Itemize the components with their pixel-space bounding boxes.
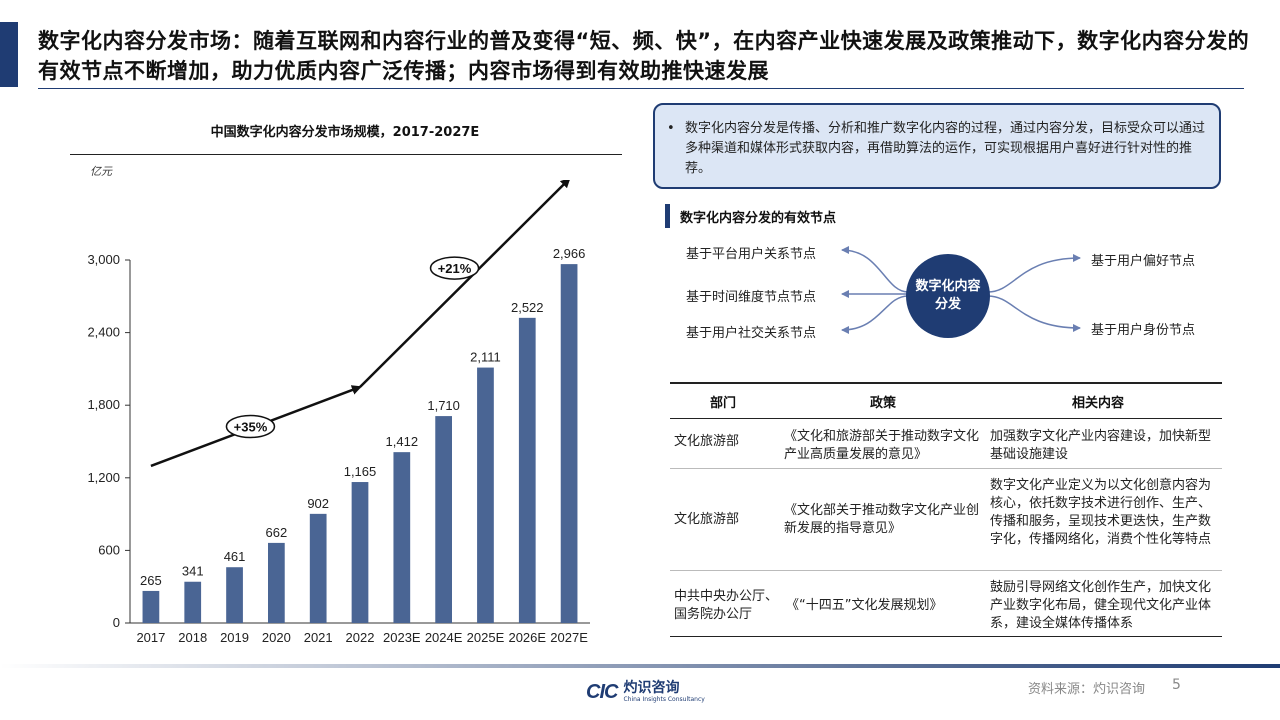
x-tick-label-2021: 2021 [304,630,333,645]
table-row-divider [670,468,1222,469]
logo-subtitle: China Insights Consultancy [623,696,705,703]
data-label-2022: 1,165 [344,464,377,479]
table-row-2-dept: 文化旅游部 [674,512,740,527]
page-number: 5 [1172,677,1181,693]
table-top-rule [670,382,1222,384]
title-accent-bar [0,22,18,87]
x-tick-label-2020: 2020 [262,630,291,645]
definition-text: 数字化内容分发是传播、分析和推广数字化内容的过程，通过内容分发，目标受众可以通过… [685,121,1206,176]
section-accent-bar [665,204,670,228]
data-label-2017: 265 [140,573,162,588]
center-node-label: 数字化内容分发 [915,279,981,312]
y-tick-label: 1,200 [87,470,120,485]
y-tick-label: 0 [113,615,120,630]
definition-box: 数字化内容分发是传播、分析和推广数字化内容的过程，通过内容分发，目标受众可以通过… [653,103,1221,189]
footer-band [0,664,1280,668]
bar-2018 [184,581,202,623]
table-row-3-policy: 《“十四五”文化发展规划》 [786,598,943,613]
x-tick-label-2024E: 2024E [425,630,463,645]
node-user-identity: 基于用户身份节点 [1091,323,1196,338]
node-platform-relation: 基于平台用户关系节点 [686,247,817,262]
center-node-circle: 数字化内容分发 [906,254,990,338]
y-tick-label: 2,400 [87,325,120,340]
cagr-badge-2 [429,256,480,280]
bar-2026E [518,317,536,623]
chart-title-divider [70,154,622,155]
bar-2027E [560,264,578,623]
node-time-dimension: 基于时间维度节点节点 [686,290,817,305]
source-note: 资料来源：灼识咨询 [1028,682,1146,697]
bar-2020 [268,542,285,623]
bar-2024E [435,416,452,623]
logo-name: 灼识咨询 [623,680,680,696]
node-user-preference: 基于用户偏好节点 [1091,254,1196,269]
y-axis-unit: 亿元 [90,165,112,178]
table-header-rule [670,418,1222,419]
node-social-relation: 基于用户社交关系节点 [686,326,817,341]
bar-2017 [142,590,160,623]
x-tick-label-2027E: 2027E [550,630,588,645]
y-tick-label: 1,800 [87,397,120,412]
y-tick-label: 3,000 [87,252,120,267]
table-row-2-policy: 《文化部关于推动数字文化产业创新发展的指导意见》 [784,503,980,536]
arrow-left-3 [841,295,909,334]
cagr-badge-1 [225,414,276,439]
bar-2022 [351,482,369,623]
chart-title: 中国数字化内容分发市场规模，2017-2027E [210,125,480,140]
x-tick-label-2025E: 2025E [467,630,505,645]
cagr-label-1: +35% [234,419,268,434]
x-tick-label-2026E: 2026E [508,630,546,645]
table-row-1-policy: 《文化和旅游部关于推动数字文化产业高质量发展的意见》 [784,429,980,462]
table-row-1-content: 加强数字文化产业内容建设，加快新型基础设施建设 [990,429,1212,462]
cagr-label-2: +21% [438,261,472,276]
data-label-2023E: 1,412 [386,434,419,449]
arrow-left-1 [841,246,909,293]
bar-2023E [393,452,411,623]
bar-2021 [309,513,327,623]
table-row-divider [670,570,1222,571]
data-label-2018: 341 [182,564,204,579]
x-tick-label-2018: 2018 [178,630,207,645]
table-row-3-content: 鼓励引导网络文化创作生产，加快文化产业数字化布局，健全现代文化产业体系，建设全媒… [990,580,1212,631]
data-label-2027E: 2,966 [553,246,586,261]
table-bottom-rule [670,636,1222,637]
bar-2019 [226,567,243,623]
data-label-2019: 461 [224,549,246,564]
x-tick-label-2023E: 2023E [383,630,421,645]
table-header-policy: 政策 [870,396,897,411]
table-row-1-dept: 文化旅游部 [674,434,740,449]
bar-2025E [477,367,494,623]
x-tick-label-2022: 2022 [346,630,375,645]
table-row-3-dept: 中共中央办公厅、国务院办公厅 [674,589,779,622]
x-tick-label-2017: 2017 [136,630,165,645]
page-title: 数字化内容分发市场：随着互联网和内容行业的普及变得“短、频、快”，在内容产业快速… [38,29,1250,83]
table-header-content: 相关内容 [1072,396,1125,411]
market-size-bar-chart: 0 600 1,200 1,800 2,400 3,000 265 2017 341 2018 46… [87,180,590,645]
company-logo: CIC 灼识咨询 China Insights Consultancy [586,680,705,704]
x-tick-label-2019: 2019 [220,630,249,645]
nodes-connector-diagram [841,246,1081,334]
y-tick-label: 600 [98,542,120,557]
data-label-2026E: 2,522 [511,300,544,315]
data-label-2024E: 1,710 [427,398,460,413]
logo-mark: CIC [586,680,618,703]
nodes-section-title: 数字化内容分发的有效节点 [680,211,837,226]
trend-arrow-2 [359,180,571,388]
arrow-right-1 [987,254,1081,293]
table-row-2-content: 数字文化产业定义为以文化创意内容为核心，依托数字技术进行创作、生产、传播和服务，… [990,478,1212,547]
data-label-2021: 902 [307,496,329,511]
data-label-2020: 662 [266,525,288,540]
arrow-right-2 [987,295,1081,332]
table-header-dept: 部门 [710,396,737,411]
data-label-2025E: 2,111 [470,350,501,365]
title-divider [38,88,1244,89]
